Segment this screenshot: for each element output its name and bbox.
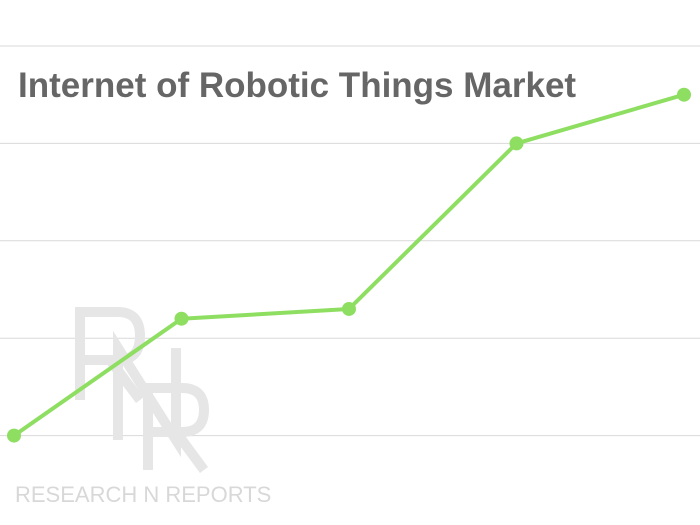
- data-point: [342, 301, 356, 316]
- data-point: [174, 311, 189, 326]
- data-point: [509, 136, 524, 151]
- watermark-logo: [75, 307, 210, 473]
- chart-title: Internet of Robotic Things Market: [18, 66, 577, 105]
- data-points: [7, 87, 691, 443]
- data-point: [677, 87, 691, 102]
- data-point: [7, 428, 21, 443]
- watermark-text: RESEARCH N REPORTS: [15, 482, 272, 507]
